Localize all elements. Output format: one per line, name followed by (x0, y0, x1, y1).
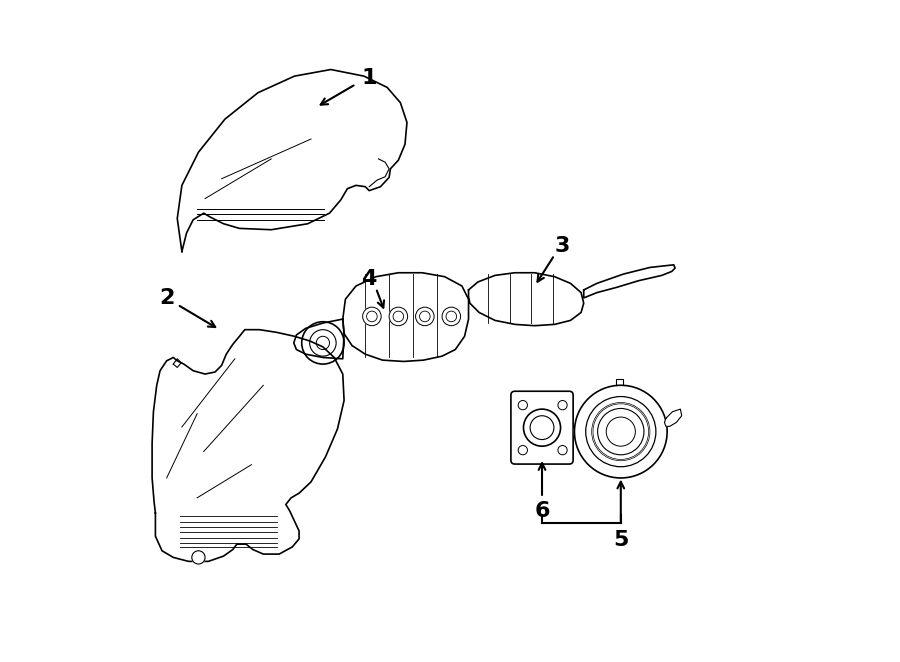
Circle shape (518, 446, 527, 455)
Circle shape (419, 311, 430, 322)
Circle shape (192, 551, 205, 564)
Text: 5: 5 (613, 530, 628, 549)
Circle shape (316, 336, 329, 350)
Circle shape (518, 401, 527, 410)
Text: 1: 1 (362, 68, 377, 88)
Polygon shape (343, 273, 469, 361)
Circle shape (366, 311, 377, 322)
Text: 6: 6 (535, 501, 550, 521)
Polygon shape (177, 70, 407, 252)
Circle shape (524, 409, 561, 446)
Circle shape (446, 311, 456, 322)
Circle shape (558, 446, 567, 455)
FancyBboxPatch shape (511, 391, 573, 464)
Circle shape (389, 307, 408, 326)
Text: 3: 3 (555, 236, 571, 256)
Text: 4: 4 (362, 269, 377, 289)
Polygon shape (152, 330, 344, 561)
Polygon shape (664, 409, 681, 426)
Circle shape (558, 401, 567, 410)
Circle shape (302, 322, 344, 364)
Polygon shape (293, 319, 344, 359)
Circle shape (530, 416, 554, 440)
Text: 2: 2 (159, 288, 175, 308)
Polygon shape (584, 265, 675, 298)
Polygon shape (469, 273, 584, 326)
Circle shape (574, 385, 667, 478)
Circle shape (598, 408, 644, 455)
Circle shape (393, 311, 404, 322)
Circle shape (416, 307, 434, 326)
Circle shape (442, 307, 461, 326)
Circle shape (607, 417, 635, 446)
Circle shape (586, 397, 656, 467)
Circle shape (310, 330, 336, 356)
Circle shape (363, 307, 382, 326)
